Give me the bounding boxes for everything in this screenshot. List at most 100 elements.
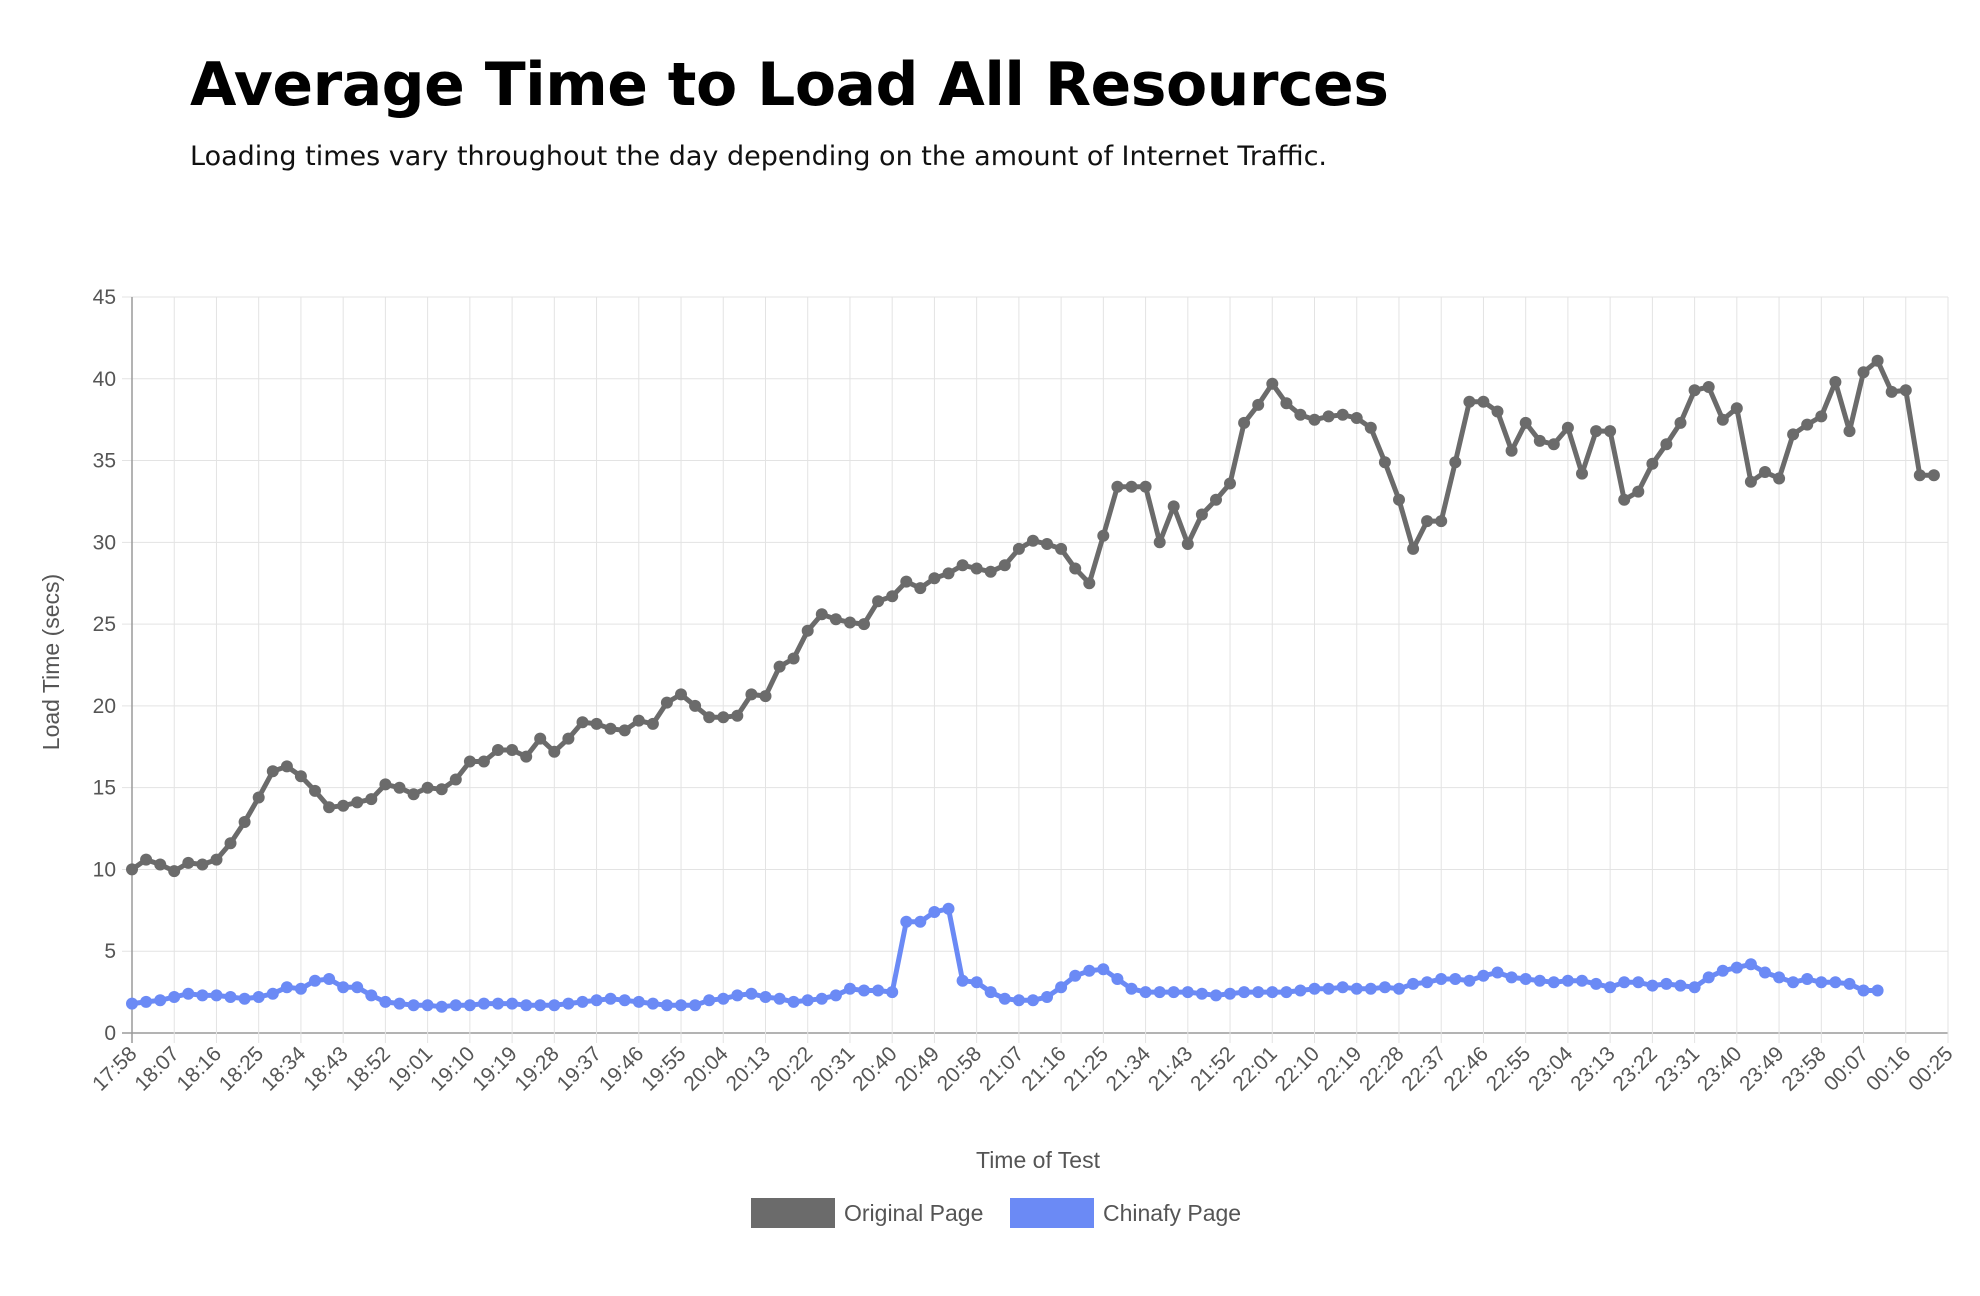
data-point: [1801, 973, 1814, 985]
data-point: [1181, 538, 1194, 550]
data-point: [126, 997, 138, 1010]
data-point: [1505, 444, 1518, 457]
data-point: [1871, 354, 1884, 367]
data-point: [914, 582, 927, 595]
legend-label: Original Page: [844, 1200, 983, 1226]
data-point: [196, 989, 209, 1002]
legend-item-0[interactable]: Original Page: [751, 1198, 983, 1228]
data-point: [463, 999, 476, 1012]
data-point: [1153, 536, 1166, 549]
data-point: [126, 863, 138, 876]
data-point: [900, 915, 913, 928]
data-point: [154, 994, 167, 1007]
series-group: [126, 354, 1940, 1013]
data-point: [1083, 577, 1096, 590]
data-point: [1491, 966, 1504, 979]
data-point: [520, 999, 533, 1012]
data-point: [815, 992, 828, 1005]
x-tick-label: 22:55: [1482, 1042, 1535, 1095]
data-point: [1857, 984, 1870, 997]
data-point: [266, 987, 279, 1000]
data-point: [1674, 416, 1687, 429]
data-point: [689, 999, 702, 1012]
data-point: [1111, 480, 1124, 493]
data-point: [1364, 982, 1377, 995]
data-point: [351, 981, 364, 994]
data-point: [632, 995, 645, 1008]
data-point: [1646, 979, 1659, 992]
data-point: [492, 997, 504, 1010]
data-point: [238, 816, 251, 828]
data-point: [998, 992, 1011, 1005]
x-tick-label: 18:16: [173, 1042, 226, 1095]
data-point: [914, 915, 927, 928]
data-point: [1041, 538, 1053, 550]
legend-item-1[interactable]: Chinafy Page: [1010, 1198, 1241, 1228]
data-point: [1519, 416, 1532, 429]
data-point: [1012, 542, 1025, 555]
data-point: [731, 989, 744, 1002]
x-tick-label: 18:07: [130, 1042, 183, 1095]
data-point: [1252, 986, 1265, 999]
data-point: [928, 906, 941, 918]
x-tick-label: 18:52: [342, 1042, 395, 1095]
data-point: [309, 784, 321, 797]
data-point: [294, 982, 307, 995]
data-point: [646, 717, 659, 730]
data-point: [1730, 961, 1743, 974]
data-point: [703, 994, 716, 1007]
data-point: [280, 981, 293, 994]
data-point: [548, 999, 561, 1012]
data-point: [280, 760, 293, 773]
data-point: [872, 984, 885, 997]
data-point: [1688, 384, 1701, 397]
data-point: [1111, 973, 1124, 985]
x-tick-label: 17:58: [88, 1042, 141, 1095]
data-point: [984, 565, 997, 578]
x-tick-label: 20:58: [933, 1042, 986, 1095]
data-point: [1730, 402, 1743, 415]
data-point: [562, 997, 575, 1010]
data-point: [1224, 477, 1236, 490]
data-point: [1027, 994, 1039, 1007]
data-point: [379, 778, 392, 791]
data-point: [182, 856, 195, 869]
data-point: [520, 750, 533, 763]
data-point: [1801, 418, 1814, 431]
data-point: [886, 590, 899, 603]
data-point: [309, 974, 321, 987]
data-point: [1280, 986, 1293, 999]
data-point: [1252, 398, 1265, 411]
data-point: [745, 987, 758, 1000]
data-point: [1139, 480, 1152, 493]
data-point: [1871, 984, 1884, 997]
grid-lines: [122, 296, 1949, 1043]
x-tick-label: 23:40: [1693, 1042, 1746, 1095]
data-point: [506, 744, 519, 756]
data-point: [604, 722, 617, 735]
data-point: [449, 773, 462, 786]
data-point: [759, 991, 772, 1003]
data-point: [1773, 472, 1786, 485]
x-axis-ticks: 17:5818:0718:1618:2518:3418:4318:5219:01…: [88, 1042, 1957, 1096]
data-point: [1336, 981, 1349, 994]
series-line: [129, 906, 1881, 1010]
data-point: [815, 608, 828, 621]
data-point: [1449, 456, 1462, 469]
data-point: [590, 717, 603, 730]
data-point: [858, 984, 870, 997]
y-tick-label: 20: [93, 695, 116, 718]
x-tick-label: 21:52: [1186, 1042, 1239, 1095]
data-point: [829, 989, 842, 1002]
data-point: [1364, 421, 1377, 434]
x-tick-label: 00:07: [1820, 1042, 1873, 1095]
data-point: [1153, 986, 1166, 999]
data-point: [1674, 979, 1687, 992]
data-point: [731, 709, 744, 722]
x-tick-label: 19:19: [468, 1042, 521, 1095]
data-point: [1336, 408, 1349, 421]
data-point: [365, 989, 378, 1002]
data-point: [1702, 381, 1715, 393]
data-point: [1181, 986, 1194, 999]
x-tick-label: 20:49: [891, 1042, 944, 1095]
